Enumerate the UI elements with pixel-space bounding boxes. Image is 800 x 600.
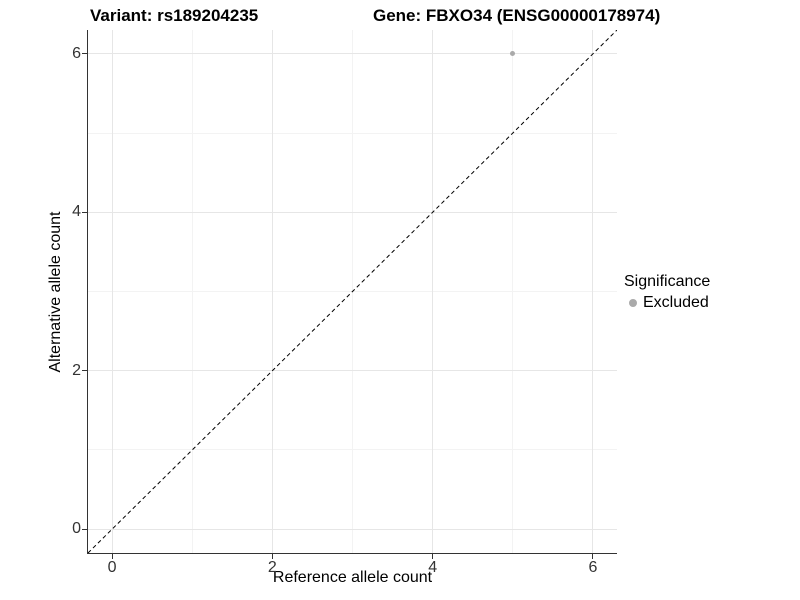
- x-tick-mark: [592, 554, 594, 559]
- y-axis-title: Alternative allele count: [47, 211, 64, 373]
- x-tick-mark: [271, 554, 273, 559]
- gridline-major-horizontal: [88, 370, 617, 372]
- gridline-major-vertical: [111, 30, 113, 553]
- y-tick-label: 6: [72, 44, 81, 62]
- y-tick-label: 0: [72, 520, 81, 538]
- gridline-major-vertical: [592, 30, 594, 553]
- legend-entry-excluded: Excluded: [624, 294, 710, 312]
- x-axis-line: [87, 553, 617, 554]
- gridline-major-vertical: [432, 30, 434, 553]
- plot-panel: [88, 30, 617, 553]
- gridline-major-horizontal: [88, 53, 617, 55]
- x-tick-mark: [432, 554, 434, 559]
- x-tick-label: 6: [588, 559, 598, 576]
- gridline-minor-horizontal: [88, 132, 617, 134]
- x-tick-label: 2: [267, 559, 277, 576]
- gridline-minor-horizontal: [88, 449, 617, 451]
- x-axis-title: Reference allele count: [272, 569, 433, 586]
- y-tick-mark: [82, 211, 87, 213]
- x-tick-label: 0: [107, 559, 117, 576]
- legend-key: [624, 295, 641, 312]
- excluded-dot-icon: [628, 299, 637, 307]
- y-axis-line: [87, 30, 88, 554]
- legend: Significance Excluded: [624, 273, 710, 312]
- y-tick-label: 4: [72, 203, 81, 221]
- data-point: [510, 51, 516, 57]
- identity-dashed-line: [88, 30, 617, 553]
- x-tick-mark: [111, 554, 113, 559]
- gridline-major-horizontal: [88, 211, 617, 213]
- y-tick-mark: [82, 370, 87, 372]
- y-tick-mark: [82, 53, 87, 55]
- x-tick-label: 4: [428, 559, 438, 576]
- variant-title: Variant: rs189204235: [90, 6, 259, 25]
- gridline-major-horizontal: [88, 528, 617, 530]
- y-tick-mark: [82, 528, 87, 530]
- legend-title: Significance: [624, 273, 711, 290]
- gridline-major-vertical: [271, 30, 273, 553]
- legend-entry-label: Excluded: [643, 294, 709, 311]
- gene-title: Gene: FBXO34 (ENSG00000178974): [373, 6, 661, 25]
- y-tick-label: 2: [72, 361, 81, 379]
